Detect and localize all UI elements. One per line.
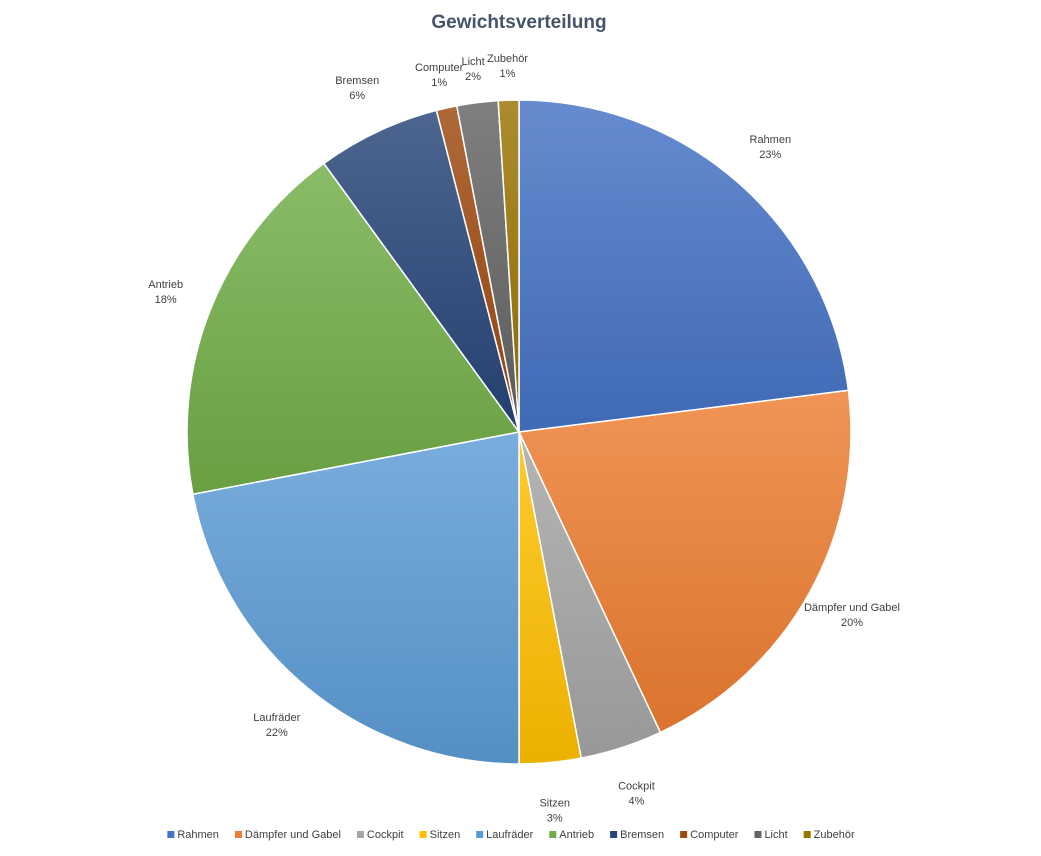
legend-label-cockpit: Cockpit <box>367 829 404 841</box>
chart-title: Gewichtsverteilung <box>431 12 606 33</box>
legend-swatch-zubehoer <box>803 831 811 838</box>
legend-label-licht: Licht <box>764 829 787 841</box>
data-label-cockpit: Cockpit 4% <box>618 780 655 807</box>
legend-label-rahmen: Rahmen <box>177 829 219 841</box>
pie-slice-antrieb <box>186 162 521 496</box>
pie-slice-zubehoer <box>497 99 520 433</box>
legend-swatch-rahmen <box>167 831 175 838</box>
legend-label-daempfer-und-gabel: Dämpfer und Gabel <box>245 829 341 841</box>
data-label-zubehoer: Zubehör 1% <box>487 53 528 80</box>
data-label-computer: Computer 1% <box>415 62 464 89</box>
data-label-licht: Licht 2% <box>462 56 485 83</box>
legend-label-bremsen: Bremsen <box>620 829 664 841</box>
legend: Rahmen Dämpfer und Gabel Cockpit Sitzen Lauf… <box>167 829 855 841</box>
legend-item-bremsen: Bremsen <box>610 829 664 841</box>
pie-slice-daempfer-und-gabel <box>517 389 852 734</box>
legend-label-zubehoer: Zubehör <box>814 829 855 841</box>
legend-swatch-antrieb <box>549 831 557 838</box>
legend-swatch-laufraeder <box>476 831 484 838</box>
pie-slice-bremsen <box>322 109 520 433</box>
data-labels: Rahmen 23% Dämpfer und Gabel 20% Cockpit 4% Si… <box>148 53 900 824</box>
data-label-antrieb: Antrieb 18% <box>148 279 183 306</box>
legend-item-rahmen: Rahmen <box>167 829 219 841</box>
legend-item-antrieb: Antrieb <box>549 829 594 841</box>
legend-label-antrieb: Antrieb <box>559 829 594 841</box>
legend-swatch-sitzen <box>419 831 427 838</box>
pie-slice-laufraeder <box>192 431 520 765</box>
legend-swatch-daempfer-und-gabel <box>234 831 242 838</box>
legend-item-sitzen: Sitzen <box>419 829 461 841</box>
data-label-daempfer-und-gabel: Dämpfer und Gabel 20% <box>804 602 900 629</box>
legend-label-computer: Computer <box>690 829 739 841</box>
pie-slice-rahmen <box>518 99 850 433</box>
data-label-sitzen: Sitzen 3% <box>539 797 570 824</box>
legend-swatch-bremsen <box>610 831 618 838</box>
pie-slices <box>186 99 852 765</box>
legend-label-laufraeder: Laufräder <box>486 829 533 841</box>
legend-swatch-licht <box>754 831 762 838</box>
legend-item-laufraeder: Laufräder <box>476 829 534 841</box>
legend-item-licht: Licht <box>754 829 788 841</box>
legend-swatch-computer <box>680 831 688 838</box>
legend-swatch-cockpit <box>356 831 364 838</box>
legend-item-daempfer-und-gabel: Dämpfer und Gabel <box>234 829 341 841</box>
data-label-rahmen: Rahmen 23% <box>750 134 792 161</box>
legend-item-zubehoer: Zubehör <box>803 829 855 841</box>
legend-label-sitzen: Sitzen <box>430 829 461 841</box>
data-label-laufraeder: Laufräder 22% <box>253 712 300 739</box>
data-label-bremsen: Bremsen 6% <box>335 75 379 102</box>
legend-item-computer: Computer <box>680 829 739 841</box>
legend-item-cockpit: Cockpit <box>356 829 404 841</box>
